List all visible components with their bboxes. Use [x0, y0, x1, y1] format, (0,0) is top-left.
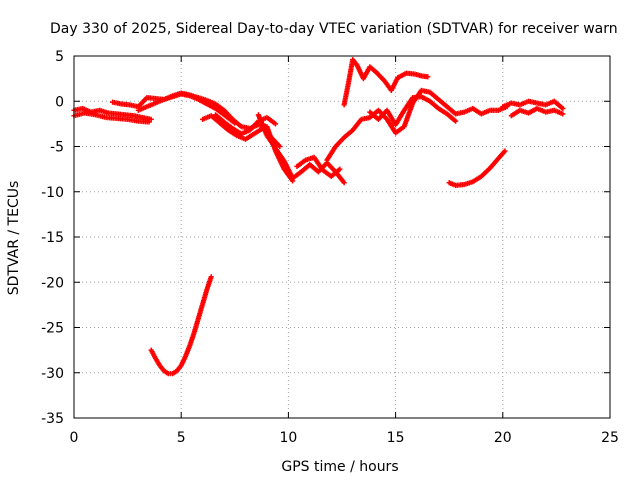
- data-point: [502, 148, 508, 154]
- y-tick-label: 0: [55, 94, 64, 110]
- grid-lines: [74, 56, 610, 418]
- y-tick-label: -10: [41, 185, 64, 201]
- x-tick-label: 0: [70, 430, 79, 446]
- x-axis-label: GPS time / hours: [281, 459, 398, 475]
- y-tick-label: -20: [41, 275, 64, 291]
- data-point: [425, 74, 431, 80]
- tick-labels: 0 5 10 15 20 25 5 0 -5 -10 -15 -20 -25 -30 -35: [41, 49, 619, 446]
- y-tick-label: -25: [41, 321, 64, 337]
- x-tick-label: 10: [279, 430, 297, 446]
- x-tick-label: 5: [177, 430, 186, 446]
- y-tick-label: -30: [41, 366, 64, 382]
- data-point: [341, 180, 347, 186]
- x-tick-label: 25: [601, 430, 619, 446]
- y-tick-label: 5: [55, 49, 64, 65]
- chart-title: Day 330 of 2025, Sidereal Day-to-day VTE…: [50, 21, 618, 37]
- data-point: [277, 143, 283, 150]
- y-tick-label: -15: [41, 230, 64, 246]
- data-points: [71, 57, 566, 377]
- data-point: [453, 118, 459, 124]
- y-axis-label: SDTVAR / TECUs: [6, 181, 22, 296]
- data-point: [148, 116, 154, 122]
- y-tick-label: -35: [41, 411, 64, 427]
- x-tick-label: 20: [494, 430, 512, 446]
- data-point: [337, 166, 343, 172]
- axis-ticks: [73, 55, 611, 419]
- data-point: [272, 121, 279, 127]
- data-point: [560, 105, 566, 112]
- data-point: [208, 274, 214, 280]
- y-tick-label: -5: [50, 140, 64, 156]
- x-tick-label: 15: [387, 430, 405, 446]
- data-point: [560, 111, 566, 117]
